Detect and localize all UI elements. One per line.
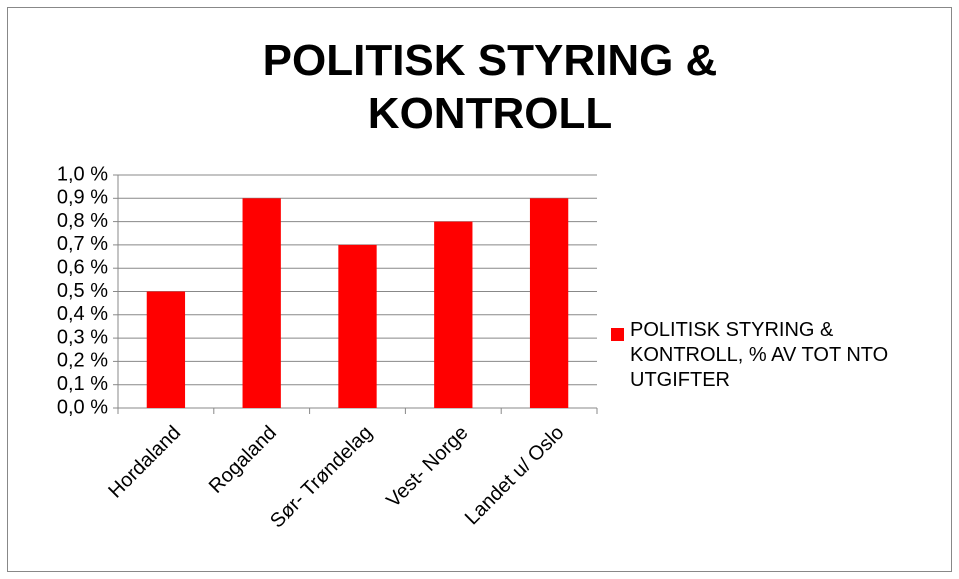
y-tick-label: 0,2 % [57, 350, 108, 372]
bar [146, 291, 186, 408]
legend-label: POLITISK STYRING & KONTROLL, % AV TOT NT… [630, 319, 889, 391]
legend-swatch [611, 328, 624, 341]
bar [529, 198, 569, 408]
y-tick-label: 0,7 % [57, 233, 108, 255]
y-tick-label: 0,5 % [57, 280, 108, 302]
y-tick-label: 0,3 % [57, 326, 108, 348]
bar [242, 198, 281, 408]
y-tick-label: 0,6 % [57, 256, 108, 278]
y-tick-label: 0,9 % [57, 187, 108, 209]
chart-title: POLITISK STYRING & KONTROLL [262, 36, 718, 138]
chart-border [7, 7, 952, 572]
y-tick-label: 0,4 % [57, 303, 108, 325]
y-tick-label: 0,8 % [57, 210, 108, 232]
y-tick-label: 1,0 % [57, 163, 108, 185]
bar [338, 244, 377, 408]
bar [434, 221, 473, 408]
y-tick-label: 0,0 % [57, 396, 108, 418]
y-tick-label: 0,1 % [57, 373, 108, 395]
